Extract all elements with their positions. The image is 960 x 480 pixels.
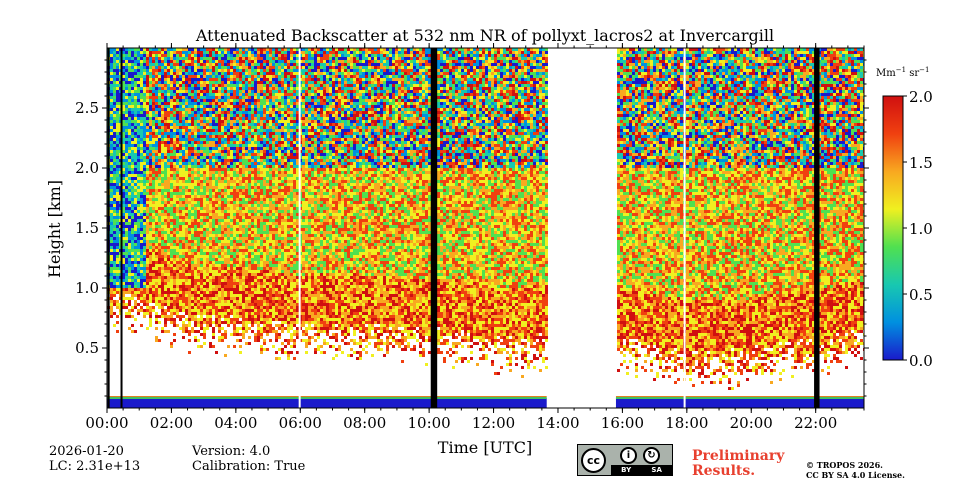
colorbar-tick-label: 0.0	[909, 352, 933, 370]
black-data-column	[120, 48, 123, 408]
y-tick-label: 2.0	[75, 159, 99, 177]
x-tick-label: 20:00	[730, 414, 773, 432]
colorbar: Mm−1 sr−1 0.0 0.5 1.0 1.5 2.0	[876, 66, 933, 370]
footer-version: Version: 4.0	[192, 444, 270, 459]
x-tick-label: 14:00	[536, 414, 579, 432]
copyright-line-2: CC BY SA 4.0 License.	[806, 470, 905, 480]
x-tick-label: 02:00	[150, 414, 193, 432]
plot-area	[107, 48, 864, 408]
copyright-note: © TROPOS 2026. CC BY SA 4.0 License.	[806, 460, 905, 480]
footer-lc: LC: 2.31e+13	[49, 459, 140, 474]
colorbar-tick-label: 0.5	[909, 286, 933, 304]
footer-calibration: Calibration: True	[192, 459, 305, 474]
colorbar-unit-label: Mm−1 sr−1	[876, 66, 929, 79]
cc-license-badge: cc i ↻ BY SA	[577, 444, 673, 476]
x-tick-label: 06:00	[279, 414, 322, 432]
colorbar-tick-label: 1.0	[909, 220, 933, 238]
black-data-column	[107, 48, 110, 408]
x-tick-label: 08:00	[343, 414, 386, 432]
cc-by-text: BY	[621, 465, 631, 475]
y-tick-label: 2.5	[75, 99, 99, 117]
y-tick-label: 1.0	[75, 279, 99, 297]
black-data-column	[430, 48, 438, 408]
colorbar-ticks: 0.0 0.5 1.0 1.5 2.0	[903, 88, 933, 370]
x-tick-label: 04:00	[214, 414, 257, 432]
y-tick-label: 0.5	[75, 339, 99, 357]
x-tick-label: 10:00	[408, 414, 451, 432]
x-tick-label: 22:00	[794, 414, 837, 432]
chart-title: Attenuated Backscatter at 532 nm NR of p…	[195, 26, 774, 45]
preliminary-results-note: Preliminary Results.	[692, 449, 784, 479]
cc-badge-strip: BY SA	[611, 465, 672, 475]
backscatter-signal	[107, 48, 864, 390]
x-axis-label: Time [UTC]	[438, 438, 532, 457]
preliminary-line-1: Preliminary	[692, 449, 784, 464]
colorbar-tick-label: 2.0	[909, 88, 933, 106]
y-axis: 0.5 1.0 1.5 2.0 2.5	[75, 59, 869, 397]
x-tick-label: 12:00	[472, 414, 515, 432]
copyright-line-1: © TROPOS 2026.	[806, 460, 905, 470]
by-person-icon: i	[620, 447, 637, 464]
x-tick-label: 00:00	[85, 414, 128, 432]
cc-logo-icon: cc	[581, 448, 606, 473]
white-data-column	[298, 48, 301, 408]
black-data-column	[814, 48, 820, 408]
cc-sa-text: SA	[651, 465, 661, 475]
y-tick-label: 1.5	[75, 219, 99, 237]
footer-date: 2026-01-20	[49, 444, 124, 459]
colorbar-ramp	[882, 95, 904, 361]
white-data-column	[683, 48, 686, 408]
x-tick-label: 16:00	[601, 414, 644, 432]
x-tick-label: 18:00	[665, 414, 708, 432]
y-axis-label: Height [km]	[45, 180, 64, 278]
preliminary-line-2: Results.	[692, 464, 784, 479]
ground-signal	[107, 396, 864, 408]
x-axis: 00:00 02:00 04:00 06:00 08:00 10:00 12:00 14:00…	[85, 43, 865, 432]
colorbar-tick-label: 1.5	[909, 154, 933, 172]
share-alike-icon: ↻	[643, 447, 660, 464]
